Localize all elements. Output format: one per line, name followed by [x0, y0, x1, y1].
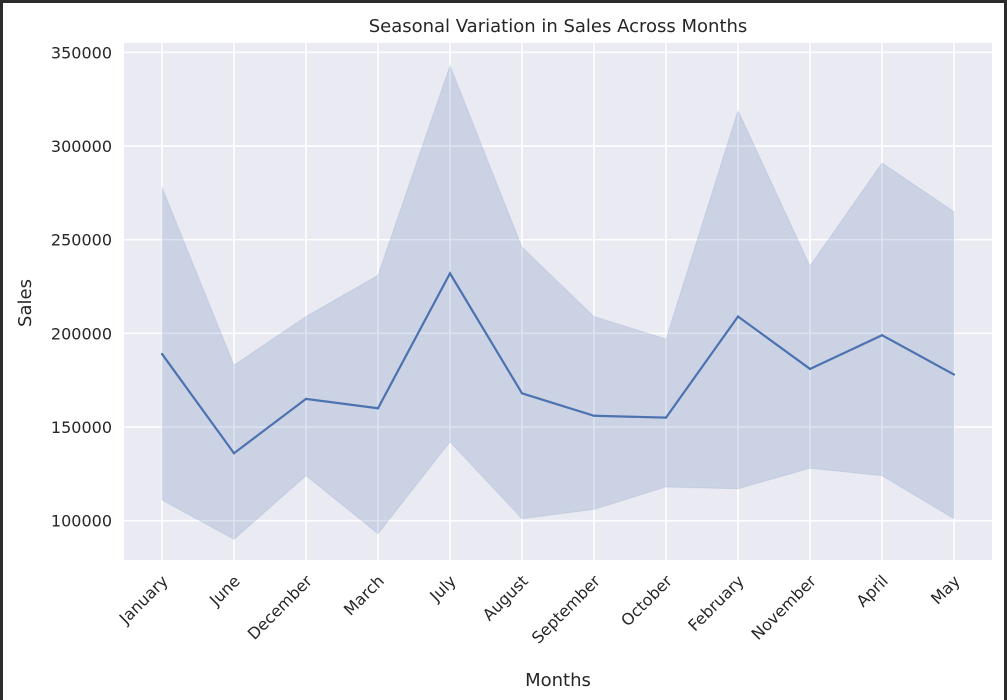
x-tick-labels: January June December March July AugustSeptem…: [115, 571, 964, 647]
x-tick-label-november: November: [748, 571, 821, 644]
plot-area: [124, 43, 992, 560]
x-axis-label: Months: [525, 670, 591, 691]
confidence-band: [161, 64, 955, 541]
x-tick-label-december: December: [244, 571, 316, 643]
data-point-october: [664, 416, 668, 419]
data-point-july: [448, 272, 452, 275]
series-line: [161, 271, 955, 455]
y-tick-labels: 100000 150000 200000 250000 300000 350000: [51, 43, 112, 530]
x-tick-label-february: February: [684, 571, 748, 635]
x-tick-label-may: May: [927, 571, 964, 608]
x-tick-label-october: October: [617, 571, 676, 630]
data-point-march: [376, 407, 380, 410]
data-point-january: [160, 352, 164, 356]
chart-title: Seasonal Variation in Sales Across Month…: [369, 16, 748, 37]
figure-frame: Seasonal Variation in Sales Across Month…: [3, 3, 1004, 700]
data-point-may: [952, 373, 956, 376]
data-point-november: [808, 367, 812, 371]
x-tick-label-march: March: [340, 571, 388, 619]
y-tick-label: 100000: [51, 512, 112, 531]
y-axis-label: Sales: [15, 279, 36, 327]
data-point-april: [880, 334, 884, 337]
data-point-september: [592, 414, 596, 417]
y-tick-label: 150000: [51, 418, 112, 437]
x-tick-label-july: July: [425, 571, 459, 605]
x-tick-label-september: September: [528, 571, 604, 647]
x-gridlines: [161, 43, 955, 560]
data-point-february: [736, 315, 740, 318]
data-points: [160, 272, 956, 455]
x-tick-label-january: January: [115, 571, 172, 628]
x-tick-label-august: August: [479, 571, 532, 624]
data-point-june: [232, 452, 236, 455]
data-point-august: [520, 392, 524, 395]
y-tick-label: 200000: [51, 324, 112, 343]
data-point-december: [304, 397, 308, 401]
y-tick-label: 350000: [51, 43, 112, 62]
line-chart: Seasonal Variation in Sales Across Month…: [15, 16, 992, 691]
y-tick-label: 250000: [51, 231, 112, 250]
x-tick-label-june: June: [205, 571, 244, 610]
y-tick-label: 300000: [51, 137, 112, 156]
x-tick-label-april: April: [853, 571, 892, 610]
